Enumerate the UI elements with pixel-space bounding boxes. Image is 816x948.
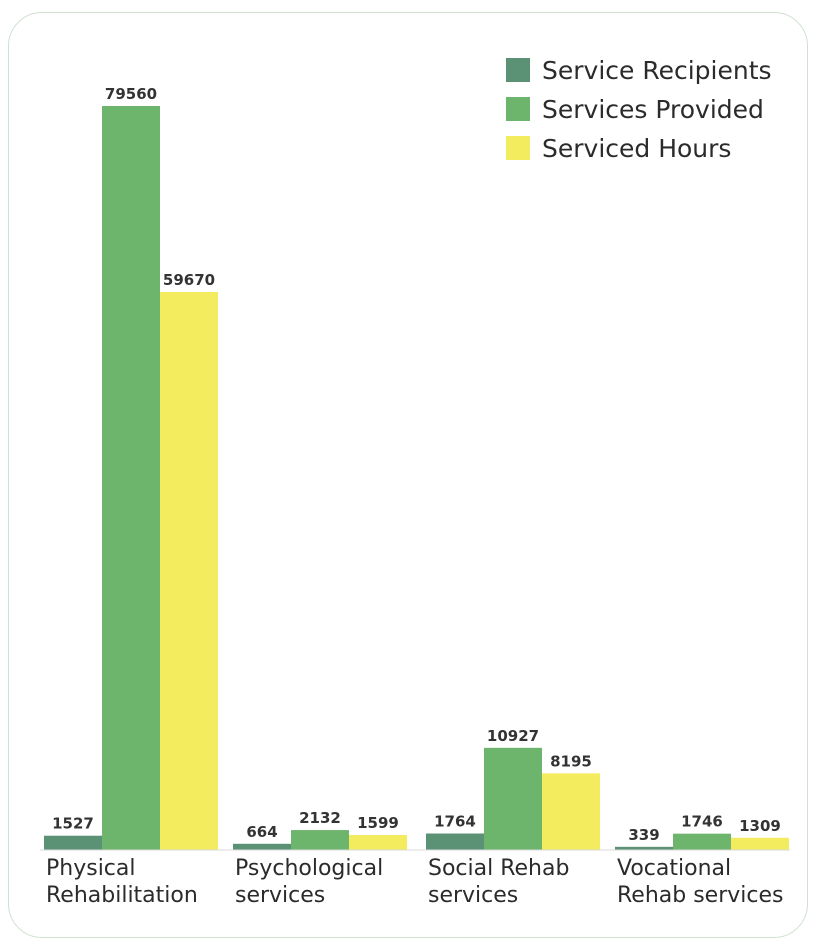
category-labels-layer: Physical Rehabilitation Psychological servi…: [46, 856, 783, 908]
category-label-3: Vocational Rehab services: [617, 856, 783, 908]
value-label-service-recipients-1: 664: [246, 823, 277, 841]
legend: Service Recipients Services Provided Servi…: [506, 56, 772, 163]
value-label-serviced-hours-0: 59670: [163, 271, 215, 289]
bar-services-provided-1: [291, 830, 349, 850]
bar-services-provided-0: [102, 106, 160, 850]
bar-serviced-hours-0: [160, 292, 218, 850]
value-label-service-recipients-3: 339: [628, 826, 659, 844]
bar-service-recipients-3: [615, 846, 673, 850]
category-label-2: Social Rehab services: [428, 856, 569, 908]
bars-layer: [44, 106, 789, 850]
legend-label-serviced-hours: Serviced Hours: [542, 134, 731, 163]
category-label-1: Psychological services: [235, 856, 383, 908]
legend-label-service-recipients: Service Recipients: [542, 56, 772, 85]
bar-services-provided-3: [673, 833, 731, 850]
legend-label-services-provided: Services Provided: [542, 95, 764, 124]
category-label-0: Physical Rehabilitation: [46, 856, 198, 908]
bar-service-recipients-2: [426, 833, 484, 850]
value-label-service-recipients-2: 1764: [434, 813, 476, 831]
value-label-services-provided-3: 1746: [681, 813, 723, 831]
value-label-services-provided-1: 2132: [299, 809, 341, 827]
value-label-serviced-hours-3: 1309: [739, 817, 781, 835]
legend-swatch-service-recipients: [506, 58, 530, 82]
bar-service-recipients-1: [233, 843, 291, 850]
value-label-services-provided-2: 10927: [487, 727, 539, 745]
value-label-serviced-hours-2: 8195: [550, 752, 592, 770]
bar-service-recipients-0: [44, 835, 102, 850]
value-label-serviced-hours-1: 1599: [357, 814, 399, 832]
value-labels-layer: 1527 79560 59670 664 2132 1599 1764 10927 8195 33…: [52, 85, 781, 844]
value-label-service-recipients-0: 1527: [52, 815, 94, 833]
legend-swatch-services-provided: [506, 97, 530, 121]
bar-services-provided-2: [484, 747, 542, 850]
legend-swatch-serviced-hours: [506, 136, 530, 160]
value-label-services-provided-0: 79560: [105, 85, 157, 103]
bar-serviced-hours-1: [349, 835, 407, 850]
bar-serviced-hours-2: [542, 773, 600, 850]
bar-serviced-hours-3: [731, 837, 789, 850]
